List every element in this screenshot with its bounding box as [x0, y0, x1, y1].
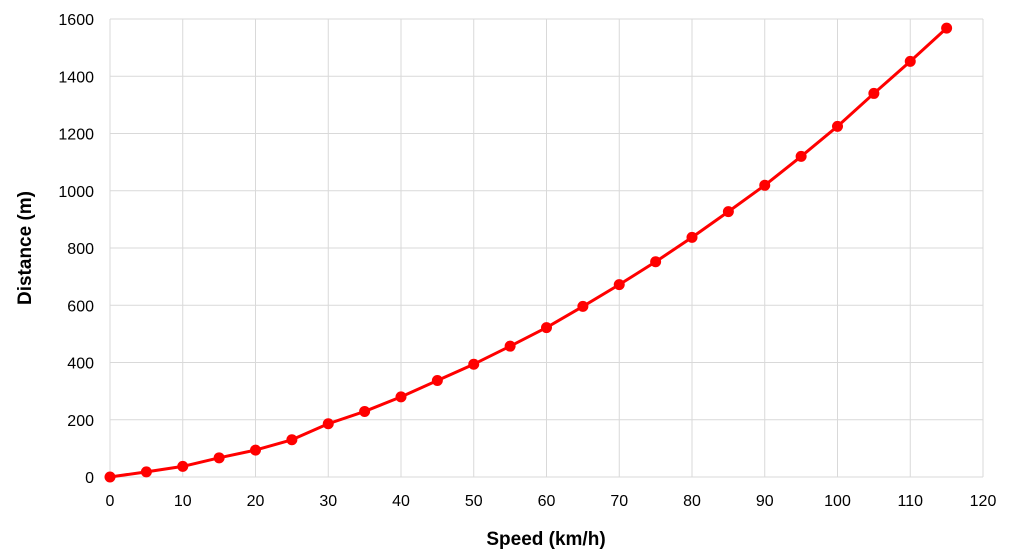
data-point: [140, 466, 152, 478]
y-axis-title: Distance (m): [15, 191, 36, 305]
y-tick-label: 0: [85, 470, 94, 487]
grid: [110, 18, 984, 477]
data-point: [541, 322, 552, 334]
x-tick-label: 50: [465, 493, 483, 510]
x-tick-label: 0: [106, 493, 115, 510]
x-tick-label: 110: [897, 493, 923, 510]
x-tick-label: 100: [824, 493, 851, 510]
data-point: [395, 391, 407, 403]
data-point: [904, 55, 916, 67]
data-point: [613, 279, 625, 291]
y-tick-label: 800: [67, 241, 94, 258]
y-tick-label: 1600: [58, 12, 94, 29]
series-line: [108, 26, 949, 479]
data-point: [795, 150, 807, 162]
data-point: [832, 120, 843, 132]
data-point: [686, 231, 698, 243]
x-tick-label: 90: [756, 493, 774, 510]
data-point: [213, 452, 225, 464]
y-tick-label: 200: [67, 413, 94, 430]
x-tick-label: 70: [610, 493, 628, 510]
data-point: [322, 418, 334, 430]
data-point: [468, 358, 480, 370]
x-tick-label: 30: [319, 493, 337, 510]
data-point: [431, 375, 443, 387]
x-tick-label: 120: [970, 493, 997, 510]
data-point: [941, 22, 953, 34]
x-tick-label: 10: [174, 493, 192, 510]
y-tick-label: 1200: [58, 127, 94, 144]
labels: 0 10 20 30 40 50 60 70 80 90 100 110 120020040060080…: [58, 12, 996, 510]
data-point: [577, 300, 589, 312]
data-point: [104, 471, 116, 483]
axes: [109, 19, 983, 478]
y-tick-label: 1400: [58, 69, 94, 86]
data-point: [868, 87, 880, 99]
y-tick-label: 600: [67, 298, 94, 315]
x-tick-label: 60: [538, 493, 556, 510]
y-tick-label: 400: [67, 356, 94, 373]
data-point: [250, 444, 261, 456]
data-point: [359, 405, 371, 417]
x-tick-label: 40: [392, 493, 410, 510]
data-point: [759, 179, 771, 191]
data-point: [504, 340, 516, 352]
x-axis-title: Speed (km/h): [486, 529, 605, 550]
series: [104, 22, 953, 483]
x-tick-label: 20: [247, 493, 265, 510]
data-point: [177, 460, 189, 472]
data-point: [722, 206, 734, 218]
x-tick-label: 80: [683, 493, 701, 510]
y-tick-label: 1000: [58, 184, 94, 201]
data-point: [650, 256, 662, 268]
data-point: [286, 434, 298, 446]
